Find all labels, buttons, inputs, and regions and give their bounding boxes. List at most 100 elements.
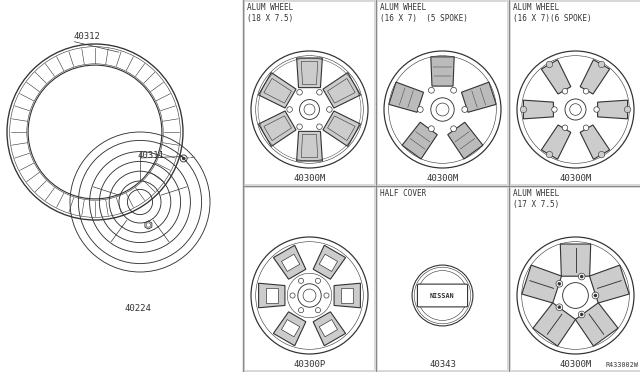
Circle shape <box>290 293 295 298</box>
Text: ALUM WHEEL
(16 X 7)  (5 SPOKE): ALUM WHEEL (16 X 7) (5 SPOKE) <box>380 3 468 23</box>
Polygon shape <box>0 0 243 372</box>
Polygon shape <box>580 125 610 159</box>
Circle shape <box>558 282 561 285</box>
Polygon shape <box>334 283 360 308</box>
Circle shape <box>580 313 583 316</box>
Text: 40300M: 40300M <box>426 174 459 183</box>
Polygon shape <box>378 188 507 370</box>
Polygon shape <box>273 245 306 279</box>
Circle shape <box>298 278 303 283</box>
Circle shape <box>317 124 322 129</box>
Polygon shape <box>282 254 300 272</box>
Polygon shape <box>461 82 496 112</box>
Polygon shape <box>575 303 618 346</box>
Text: 40343: 40343 <box>429 360 456 369</box>
Polygon shape <box>589 265 629 303</box>
Circle shape <box>297 90 302 95</box>
Polygon shape <box>342 288 353 303</box>
Polygon shape <box>319 320 337 337</box>
Circle shape <box>558 306 561 309</box>
Circle shape <box>428 126 435 132</box>
Text: HALF COVER: HALF COVER <box>380 189 426 198</box>
Text: 40311: 40311 <box>138 151 164 160</box>
Circle shape <box>462 106 468 112</box>
Polygon shape <box>448 122 483 159</box>
Polygon shape <box>296 58 323 88</box>
Circle shape <box>316 308 321 313</box>
Circle shape <box>625 106 631 113</box>
Text: 40300M: 40300M <box>293 174 326 183</box>
Polygon shape <box>541 60 571 94</box>
Polygon shape <box>431 57 454 86</box>
Circle shape <box>324 293 329 298</box>
Polygon shape <box>522 265 561 303</box>
Polygon shape <box>511 2 640 184</box>
Circle shape <box>579 311 585 318</box>
Circle shape <box>592 292 599 299</box>
Polygon shape <box>378 2 507 184</box>
Polygon shape <box>243 0 640 372</box>
Polygon shape <box>296 131 323 161</box>
Text: 40300P: 40300P <box>293 360 326 369</box>
Text: ALUM WHEEL
(16 X 7)(6 SPOKE): ALUM WHEEL (16 X 7)(6 SPOKE) <box>513 3 591 23</box>
Circle shape <box>431 98 454 121</box>
Polygon shape <box>266 288 278 303</box>
Circle shape <box>316 278 321 283</box>
Polygon shape <box>323 111 360 147</box>
Circle shape <box>580 275 583 278</box>
Polygon shape <box>313 245 346 279</box>
Polygon shape <box>245 188 374 370</box>
Circle shape <box>384 51 501 168</box>
Circle shape <box>520 106 527 113</box>
Circle shape <box>251 51 368 168</box>
Polygon shape <box>259 111 296 147</box>
Text: R433002W: R433002W <box>605 362 638 368</box>
Polygon shape <box>273 312 306 346</box>
Circle shape <box>251 237 368 354</box>
Circle shape <box>436 103 449 116</box>
Circle shape <box>579 273 585 280</box>
Circle shape <box>451 126 456 132</box>
Circle shape <box>304 104 315 115</box>
Polygon shape <box>389 82 424 112</box>
Polygon shape <box>560 244 591 276</box>
Polygon shape <box>580 60 610 94</box>
Circle shape <box>562 125 568 131</box>
Circle shape <box>547 61 553 68</box>
Circle shape <box>594 107 599 112</box>
Circle shape <box>326 107 332 112</box>
Circle shape <box>428 87 435 93</box>
Polygon shape <box>245 2 374 184</box>
Polygon shape <box>533 303 575 346</box>
Text: 40312: 40312 <box>74 32 100 41</box>
Circle shape <box>297 124 302 129</box>
Circle shape <box>182 157 185 160</box>
FancyBboxPatch shape <box>417 284 468 307</box>
Text: 40224: 40224 <box>125 304 152 312</box>
Text: ALUM WHEEL
(17 X 7.5): ALUM WHEEL (17 X 7.5) <box>513 189 559 209</box>
Circle shape <box>300 100 319 119</box>
Circle shape <box>583 89 589 94</box>
Circle shape <box>298 308 303 313</box>
Polygon shape <box>282 320 300 337</box>
Text: 40300M: 40300M <box>559 174 591 183</box>
Polygon shape <box>319 254 337 272</box>
Circle shape <box>594 294 597 297</box>
Polygon shape <box>323 73 360 108</box>
Circle shape <box>556 280 563 287</box>
Circle shape <box>417 106 423 112</box>
Circle shape <box>563 283 588 308</box>
Circle shape <box>552 107 557 112</box>
Circle shape <box>570 104 581 115</box>
Circle shape <box>556 304 563 311</box>
Polygon shape <box>402 122 437 159</box>
Circle shape <box>517 51 634 168</box>
Polygon shape <box>598 100 628 119</box>
Polygon shape <box>541 125 571 159</box>
Circle shape <box>598 151 605 158</box>
Circle shape <box>583 125 589 131</box>
Circle shape <box>562 89 568 94</box>
Circle shape <box>598 61 605 68</box>
Text: NISSAN: NISSAN <box>430 292 455 298</box>
Text: 40300M: 40300M <box>559 360 591 369</box>
